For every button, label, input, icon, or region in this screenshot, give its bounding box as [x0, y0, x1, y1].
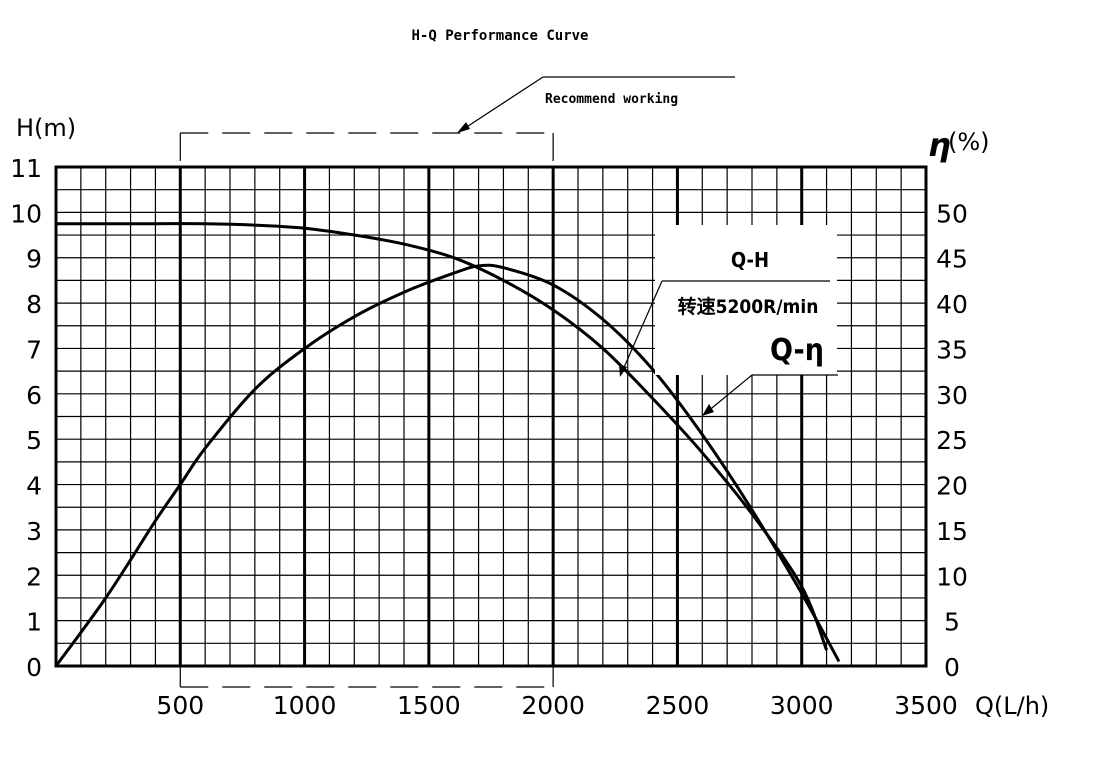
y-left-tick-label: 4 — [26, 472, 42, 501]
y-right-tick-label: 0 — [944, 653, 960, 682]
series-q-h-line — [55, 222, 828, 651]
y-left-tick-label: 0 — [26, 653, 42, 682]
x-tick-label: 2000 — [521, 691, 585, 720]
chart-title: H-Q Performance Curve — [411, 28, 588, 44]
y-right-tick-label: 5 — [944, 608, 960, 637]
x-tick-labels: 500 1000 1500 2000 2500 3000 3500 — [156, 691, 957, 720]
y-right-tick-label: 20 — [936, 472, 968, 501]
y-left-tick-label: 7 — [26, 335, 42, 364]
y-right-tick-label: 45 — [936, 245, 968, 274]
y-right-tick-label: 10 — [936, 562, 968, 591]
y-left-tick-label: 2 — [26, 562, 42, 591]
y-right-tick-label: 40 — [936, 290, 968, 319]
legend-qh-label: Q-H — [731, 248, 769, 272]
y-left-tick-label: 1 — [26, 608, 42, 637]
series-q-eta-line — [54, 263, 841, 667]
y-left-tick-label: 8 — [26, 290, 42, 319]
y-left-tick-labels: 0 1 2 3 4 5 6 7 8 9 10 11 — [10, 154, 42, 682]
legend-qeta-label: Q-η — [770, 333, 824, 368]
x-tick-label: 1000 — [273, 691, 337, 720]
y-left-tick-label: 9 — [26, 245, 42, 274]
legend-qeta-leader — [706, 374, 753, 413]
recommend-box — [179, 132, 554, 688]
series-lines — [54, 222, 841, 667]
x-tick-label: 2500 — [646, 691, 710, 720]
legend-qh-leader — [621, 280, 663, 373]
legend-qh-arrowhead — [619, 364, 627, 377]
annotation-arrow-line — [461, 76, 544, 131]
legend-qeta-arrowhead — [702, 404, 714, 416]
y-right-tick-label: 15 — [936, 517, 968, 546]
y-right-tick-labels: 0 5 10 15 20 25 30 35 40 45 50 — [936, 199, 968, 682]
y-left-tick-label: 3 — [26, 517, 42, 546]
y-right-tick-label: 30 — [936, 381, 968, 410]
y-right-tick-label: 50 — [936, 199, 968, 228]
x-axis-label: Q(L/h) — [975, 692, 1049, 720]
y-left-tick-label: 5 — [26, 426, 42, 455]
x-tick-label: 3500 — [894, 691, 958, 720]
y-right-axis-unit: (%) — [948, 128, 990, 156]
annotation-arrowhead — [457, 122, 470, 133]
y-left-tick-label: 10 — [10, 199, 42, 228]
recommend-annotation: Recommend working — [545, 92, 678, 107]
y-left-tick-label: 11 — [10, 154, 42, 183]
x-tick-label: 500 — [156, 691, 204, 720]
legend-background — [655, 225, 837, 375]
plot-frame — [54, 165, 928, 668]
y-right-axis-symbol: η — [928, 126, 951, 164]
y-left-axis-label: H(m) — [16, 114, 76, 142]
y-right-tick-label: 25 — [936, 426, 968, 455]
x-tick-label: 3000 — [770, 691, 834, 720]
y-left-tick-label: 6 — [26, 381, 42, 410]
y-right-tick-label: 35 — [936, 335, 968, 364]
x-tick-label: 1500 — [397, 691, 461, 720]
legend-speed-label: 转速5200R/min — [678, 295, 819, 318]
